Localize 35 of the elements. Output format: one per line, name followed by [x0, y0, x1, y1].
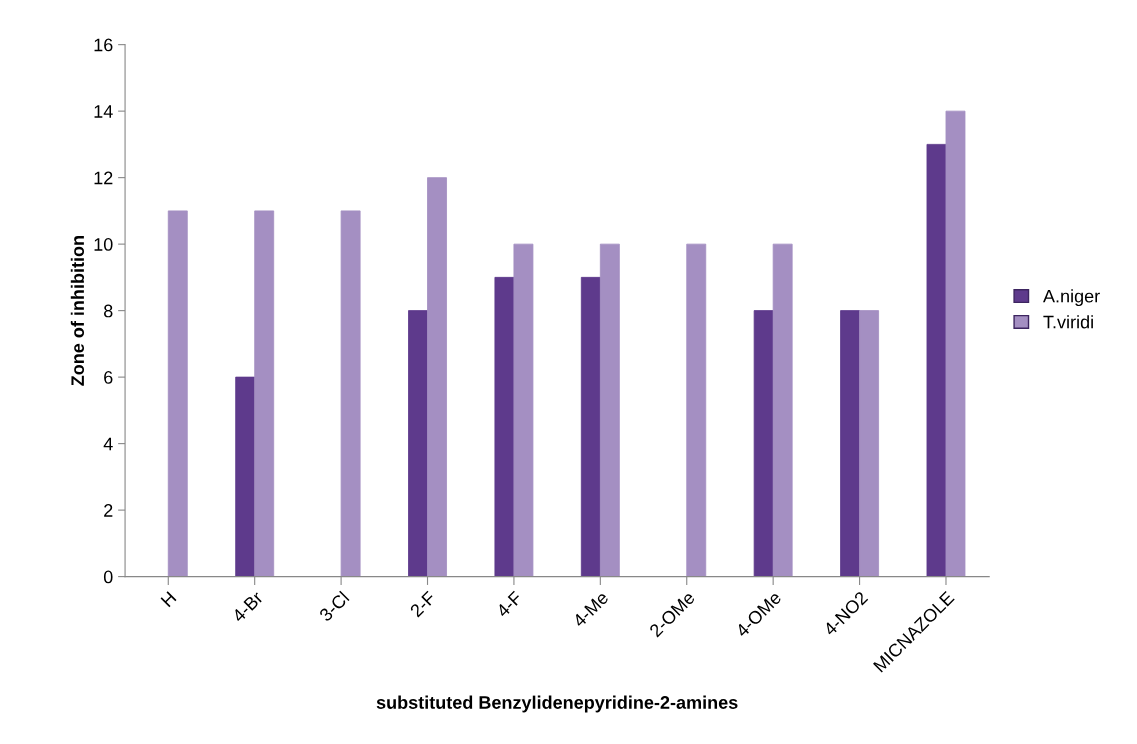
bar	[926, 143, 947, 577]
bar	[753, 310, 774, 577]
x-axis-title: substituted Benzylidenepyridine-2-amines	[376, 695, 738, 713]
y-tick-label: 2	[104, 504, 113, 517]
x-tick-label: 2-F	[409, 590, 437, 618]
x-tick-label: 4-Br	[231, 590, 264, 623]
x-tick-label: 4-F	[495, 590, 523, 618]
bar	[408, 310, 428, 577]
bar	[494, 276, 515, 577]
bar	[513, 243, 534, 577]
y-tick-label: 10	[94, 238, 113, 251]
y-tick-label: 12	[94, 171, 113, 185]
y-axis-title: Zone of inhibition	[70, 236, 85, 386]
bar	[859, 310, 879, 577]
y-tick-label: 0	[103, 570, 113, 584]
legend-label: A.niger	[1043, 289, 1100, 307]
y-tick-label: 8	[104, 304, 113, 318]
bar	[772, 243, 793, 577]
x-tick-label: H	[160, 591, 177, 608]
bar	[254, 210, 275, 577]
bar	[235, 376, 256, 577]
bar	[599, 243, 620, 577]
bar	[686, 243, 707, 577]
legend-label: T.viridi	[1043, 315, 1093, 329]
bar	[167, 210, 188, 577]
bar	[340, 210, 361, 577]
y-tick-label: 16	[94, 38, 113, 52]
bar	[427, 177, 447, 577]
bar	[840, 310, 860, 577]
y-tick-label: 6	[104, 371, 113, 384]
bar	[945, 110, 966, 577]
y-tick-label: 14	[94, 105, 113, 118]
y-tick-label: 4	[103, 437, 113, 451]
x-tick-label: 3-Cl	[318, 590, 350, 623]
bar	[580, 276, 601, 577]
